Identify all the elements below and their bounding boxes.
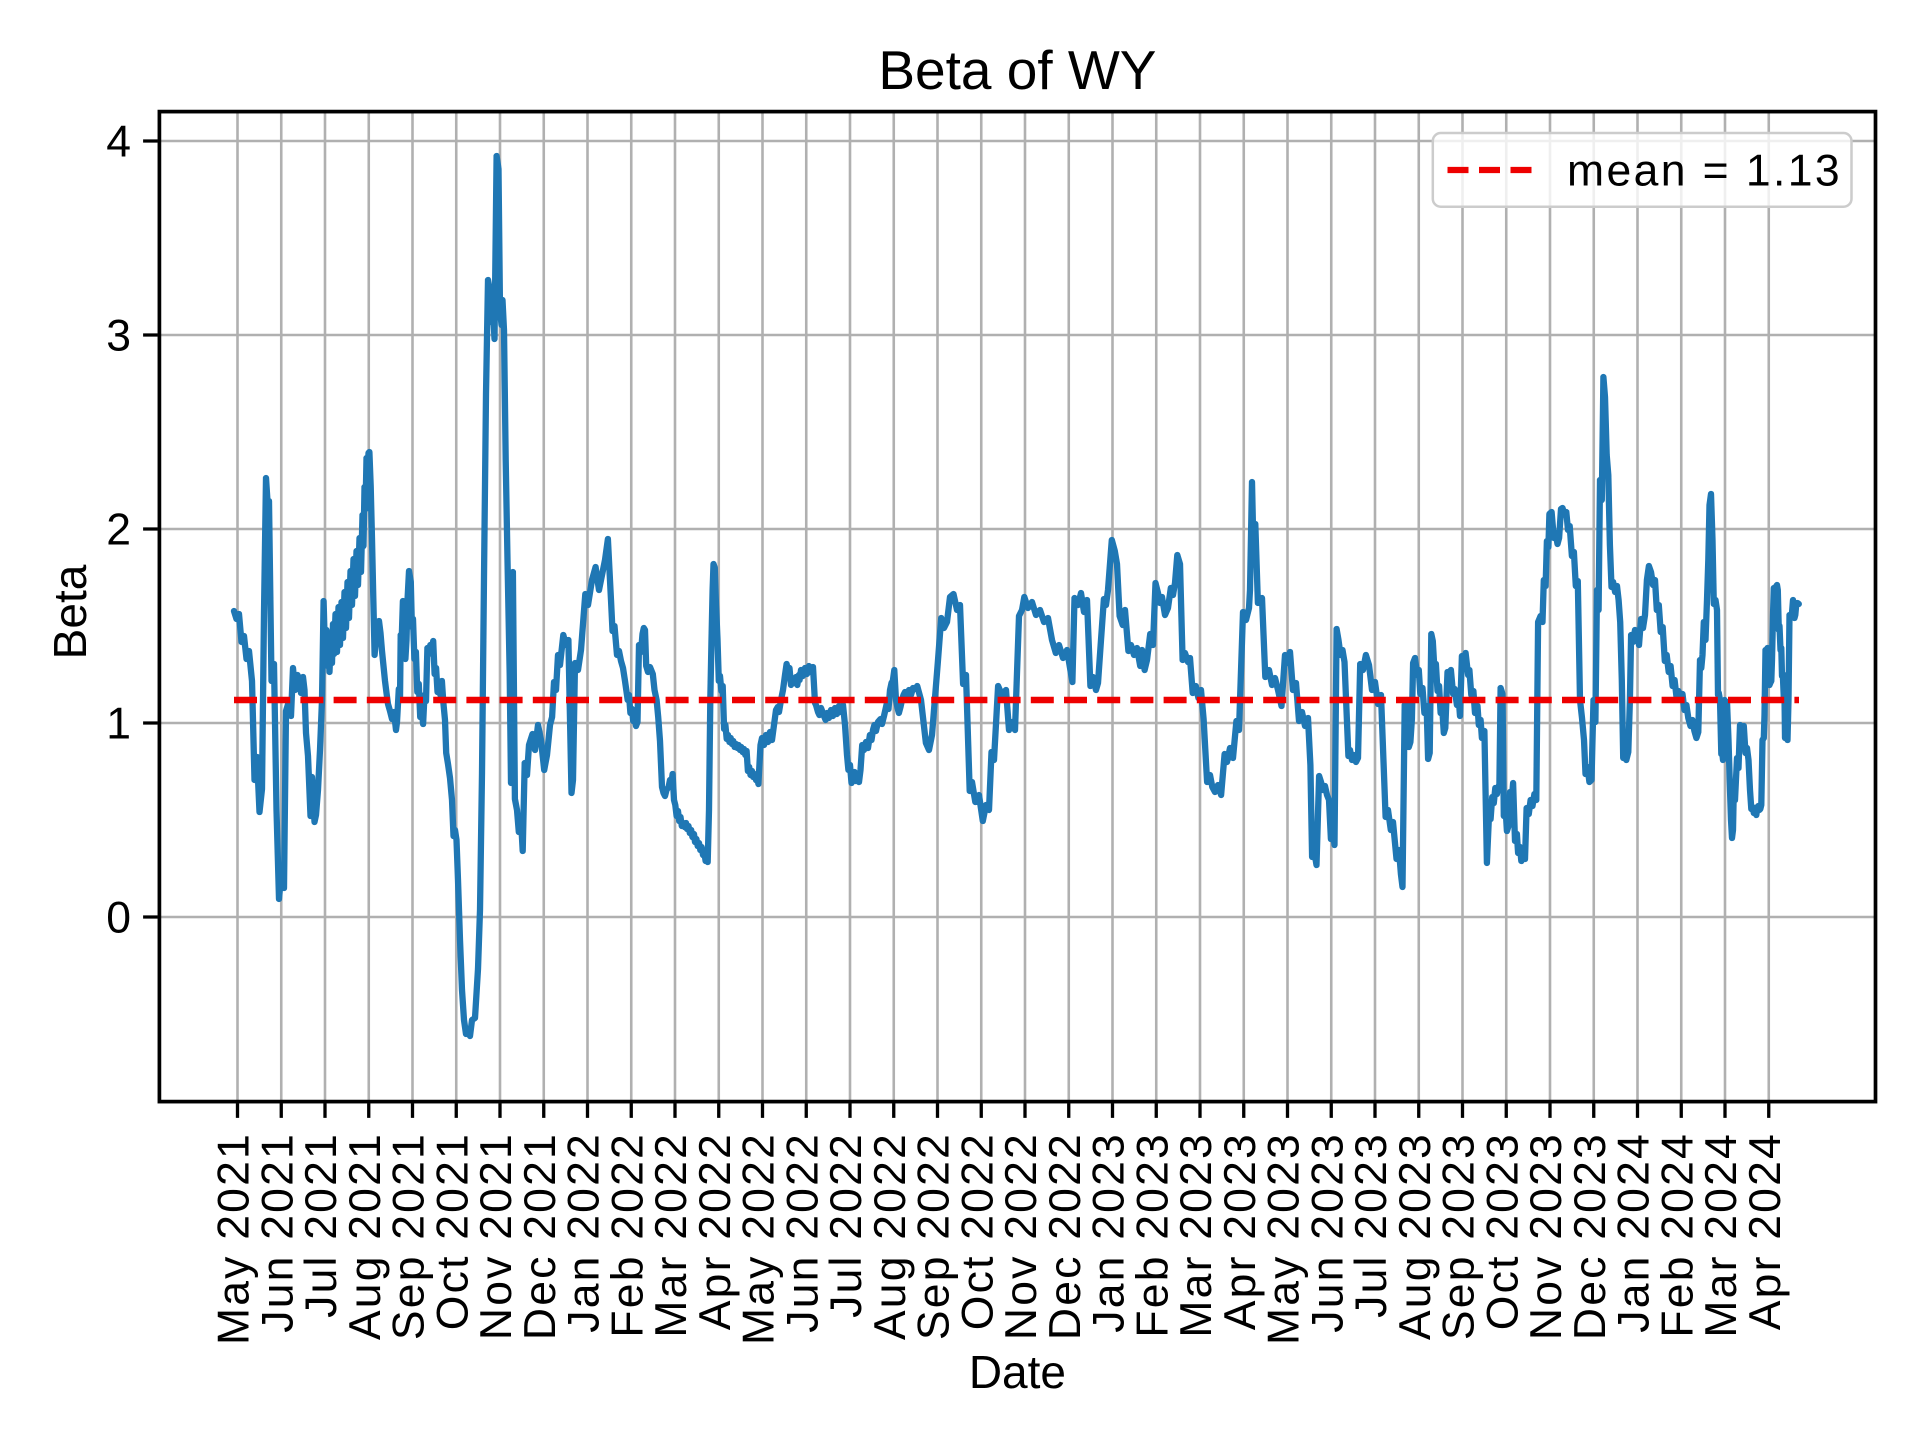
svg-text:May 2023: May 2023 — [1260, 1132, 1309, 1345]
svg-text:0: 0 — [106, 894, 131, 943]
svg-text:Nov 2022: Nov 2022 — [997, 1132, 1046, 1340]
svg-text:Mar 2022: Mar 2022 — [647, 1132, 696, 1338]
svg-text:Apr 2024: Apr 2024 — [1741, 1132, 1790, 1330]
svg-text:May 2022: May 2022 — [735, 1132, 784, 1345]
svg-text:Mar 2023: Mar 2023 — [1172, 1132, 1221, 1338]
svg-text:1: 1 — [106, 700, 131, 749]
svg-text:mean = 1.13: mean = 1.13 — [1567, 147, 1842, 196]
svg-text:Jan 2024: Jan 2024 — [1610, 1132, 1659, 1333]
svg-text:Sep 2022: Sep 2022 — [910, 1132, 959, 1340]
svg-text:Dec 2021: Dec 2021 — [516, 1132, 565, 1340]
svg-text:Nov 2021: Nov 2021 — [472, 1132, 521, 1340]
svg-text:Feb 2023: Feb 2023 — [1128, 1132, 1177, 1338]
svg-text:Apr 2023: Apr 2023 — [1216, 1132, 1265, 1330]
svg-text:2: 2 — [106, 506, 131, 555]
svg-text:Jun 2023: Jun 2023 — [1303, 1132, 1352, 1333]
svg-text:Mar 2024: Mar 2024 — [1697, 1132, 1746, 1338]
svg-text:Jul 2023: Jul 2023 — [1347, 1132, 1396, 1318]
svg-text:Jul 2022: Jul 2022 — [822, 1132, 871, 1318]
svg-text:Date: Date — [969, 1346, 1066, 1398]
svg-text:Sep 2021: Sep 2021 — [385, 1132, 434, 1340]
svg-text:Dec 2022: Dec 2022 — [1041, 1132, 1090, 1340]
svg-text:Aug 2021: Aug 2021 — [341, 1132, 390, 1340]
svg-text:4: 4 — [106, 118, 131, 167]
svg-text:Apr 2022: Apr 2022 — [691, 1132, 740, 1330]
svg-text:Beta: Beta — [44, 564, 96, 659]
svg-text:Jul 2021: Jul 2021 — [297, 1132, 346, 1318]
svg-text:Aug 2023: Aug 2023 — [1391, 1132, 1440, 1340]
svg-text:Feb 2024: Feb 2024 — [1653, 1132, 1702, 1338]
svg-text:Jun 2021: Jun 2021 — [253, 1132, 302, 1333]
svg-text:3: 3 — [106, 312, 131, 361]
svg-text:May 2021: May 2021 — [210, 1132, 259, 1345]
svg-text:Sep 2023: Sep 2023 — [1435, 1132, 1484, 1340]
svg-text:Dec 2023: Dec 2023 — [1566, 1132, 1615, 1340]
svg-text:Feb 2022: Feb 2022 — [603, 1132, 652, 1338]
svg-text:Oct 2022: Oct 2022 — [953, 1132, 1002, 1330]
svg-text:Beta of WY: Beta of WY — [878, 39, 1156, 101]
svg-text:Aug 2022: Aug 2022 — [866, 1132, 915, 1340]
svg-text:Oct 2021: Oct 2021 — [428, 1132, 477, 1330]
svg-text:Nov 2023: Nov 2023 — [1522, 1132, 1571, 1340]
svg-text:Oct 2023: Oct 2023 — [1478, 1132, 1527, 1330]
svg-text:Jun 2022: Jun 2022 — [778, 1132, 827, 1333]
svg-text:Jan 2023: Jan 2023 — [1085, 1132, 1134, 1333]
svg-text:Jan 2022: Jan 2022 — [560, 1132, 609, 1333]
